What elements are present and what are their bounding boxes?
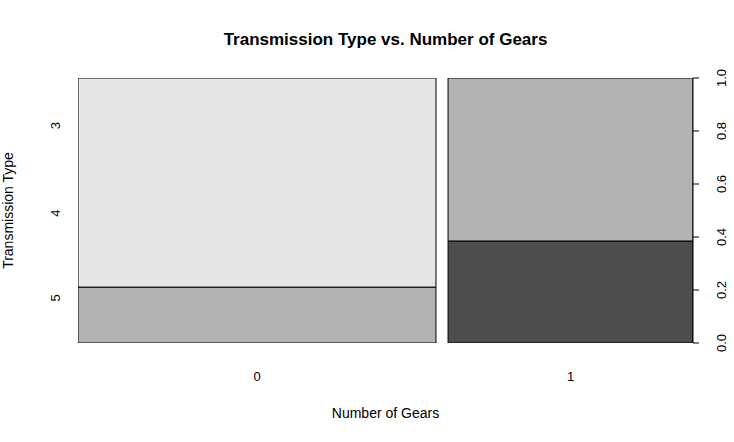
svg-text:0.0: 0.0	[714, 334, 727, 352]
svg-text:0.6: 0.6	[714, 175, 727, 193]
html-text:Transmission Type vs. Number o: Transmission Type vs. Number of Gears	[223, 30, 548, 49]
svg-text:Number of Gears: Number of Gears	[332, 405, 439, 421]
svg-text:1: 1	[567, 369, 574, 384]
svg-text:5: 5	[49, 294, 64, 301]
svg-text:4: 4	[49, 210, 64, 217]
svg-text:0.2: 0.2	[714, 281, 727, 299]
svg-text:0: 0	[253, 369, 260, 384]
svg-text:0.4: 0.4	[714, 228, 727, 246]
svg-text:1.0: 1.0	[714, 69, 727, 87]
svg-text:Transmission Type: Transmission Type	[8, 152, 16, 269]
svg-text:0.8: 0.8	[714, 122, 727, 140]
svg-text:3: 3	[49, 122, 64, 129]
